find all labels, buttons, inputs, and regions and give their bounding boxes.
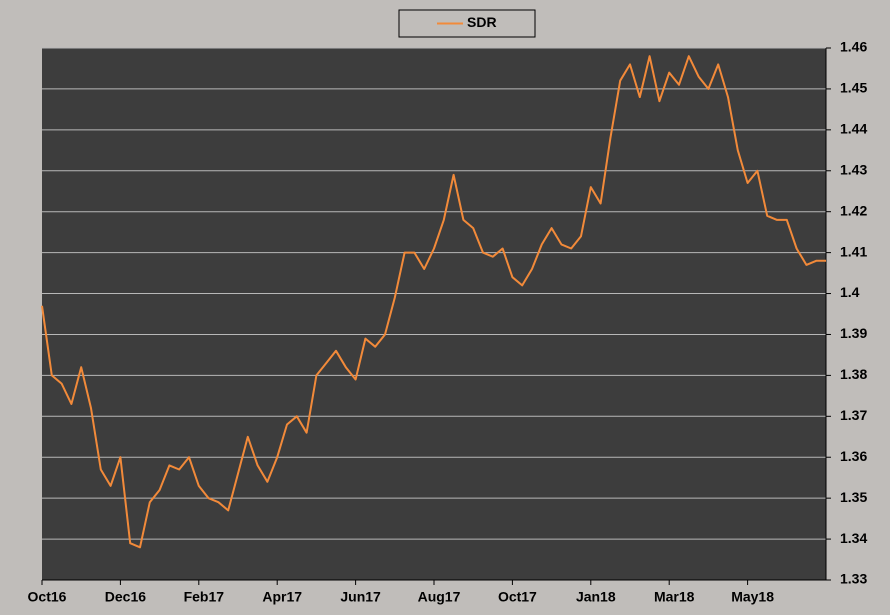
x-tick-label: Jan18 — [576, 589, 616, 605]
plot-area — [42, 48, 826, 580]
y-tick-label: 1.36 — [840, 448, 867, 464]
y-tick-label: 1.39 — [840, 325, 867, 341]
y-tick-label: 1.37 — [840, 407, 867, 423]
x-tick-label: Oct17 — [498, 589, 537, 605]
y-tick-label: 1.46 — [840, 39, 867, 55]
legend-label: SDR — [467, 14, 497, 30]
y-tick-label: 1.45 — [840, 80, 867, 96]
y-tick-label: 1.4 — [840, 284, 860, 300]
x-tick-label: Apr17 — [262, 589, 302, 605]
line — [41, 55, 826, 549]
legend-box — [398, 9, 536, 38]
x-tick-label: Jun17 — [340, 589, 381, 605]
x-tick-label: Feb17 — [184, 589, 225, 605]
y-tick-label: 1.38 — [840, 366, 867, 382]
x-tick-label: Aug17 — [418, 589, 461, 605]
x-tick-label: Dec16 — [105, 589, 146, 605]
y-tick-label: 1.34 — [840, 530, 867, 546]
x-tick-label: May18 — [731, 589, 774, 605]
y-tick-label: 1.43 — [840, 161, 867, 177]
y-tick-label: 1.44 — [840, 121, 867, 137]
x-tick-label: Mar18 — [654, 589, 695, 605]
x-tick-label: Oct16 — [28, 589, 67, 605]
y-tick-label: 1.42 — [840, 202, 867, 218]
y-tick-label: 1.33 — [840, 571, 867, 587]
y-tick-label: 1.41 — [840, 243, 867, 259]
y-tick-label: 1.35 — [840, 489, 867, 505]
